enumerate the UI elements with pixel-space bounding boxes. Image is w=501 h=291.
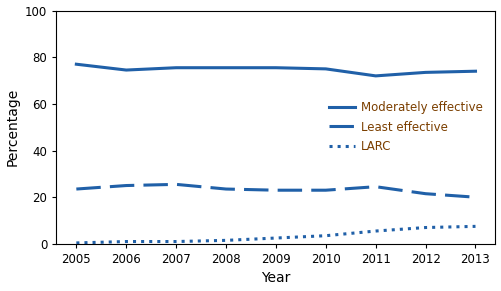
Least effective bbox=[223, 187, 229, 191]
LARC bbox=[472, 225, 478, 228]
LARC bbox=[422, 226, 428, 229]
Moderately effective bbox=[323, 67, 329, 71]
Moderately effective bbox=[123, 68, 129, 72]
Least effective bbox=[472, 196, 478, 199]
Least effective bbox=[123, 184, 129, 187]
Moderately effective bbox=[173, 66, 179, 70]
Least effective bbox=[273, 189, 279, 192]
Least effective bbox=[373, 185, 379, 189]
LARC bbox=[373, 229, 379, 233]
Y-axis label: Percentage: Percentage bbox=[6, 88, 20, 166]
Line: Moderately effective: Moderately effective bbox=[76, 64, 475, 76]
Line: LARC: LARC bbox=[76, 226, 475, 243]
Legend: Moderately effective, Least effective, LARC: Moderately effective, Least effective, L… bbox=[324, 97, 487, 158]
Moderately effective bbox=[273, 66, 279, 70]
X-axis label: Year: Year bbox=[261, 272, 291, 285]
LARC bbox=[223, 239, 229, 242]
Line: Least effective: Least effective bbox=[76, 184, 475, 197]
Moderately effective bbox=[73, 63, 79, 66]
LARC bbox=[173, 240, 179, 243]
Least effective bbox=[173, 183, 179, 186]
LARC bbox=[273, 236, 279, 240]
Least effective bbox=[323, 189, 329, 192]
Least effective bbox=[422, 192, 428, 196]
LARC bbox=[123, 240, 129, 243]
LARC bbox=[73, 241, 79, 245]
Moderately effective bbox=[422, 71, 428, 74]
Least effective bbox=[73, 187, 79, 191]
LARC bbox=[323, 234, 329, 237]
Moderately effective bbox=[223, 66, 229, 70]
Moderately effective bbox=[472, 70, 478, 73]
Moderately effective bbox=[373, 74, 379, 78]
